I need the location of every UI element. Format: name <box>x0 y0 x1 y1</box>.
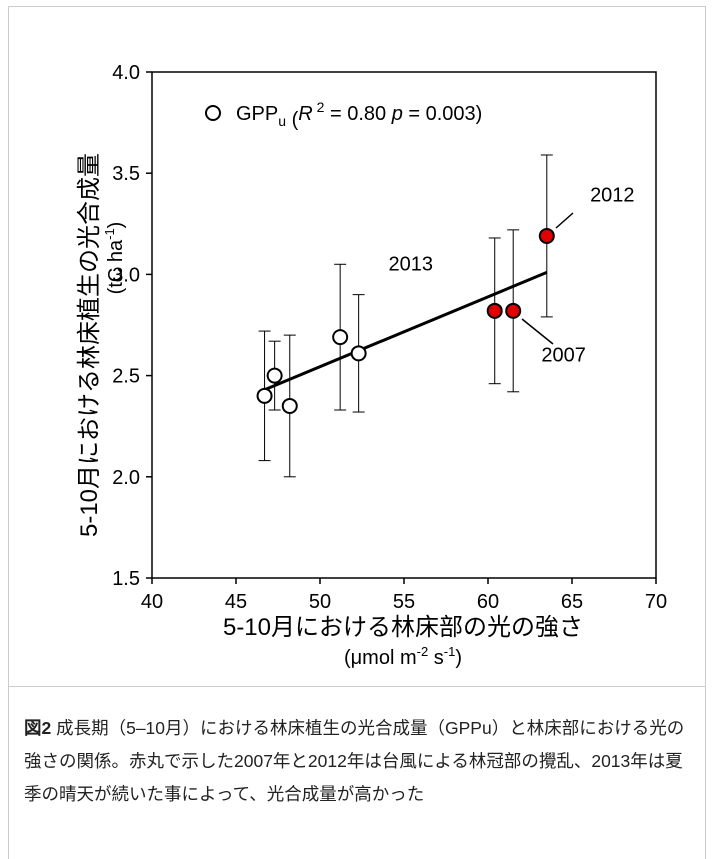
legend-part: R <box>298 103 312 125</box>
x-tick-label: 70 <box>645 591 667 613</box>
annotation: 2013 <box>388 253 433 275</box>
data-point <box>332 329 349 346</box>
data-point <box>505 302 522 319</box>
y-tick-label: 3.0 <box>112 264 140 286</box>
data-point <box>256 387 273 404</box>
fit-line <box>263 270 548 392</box>
figure-frame <box>8 6 706 859</box>
x-tick-label: 65 <box>561 591 583 613</box>
plot-frame <box>151 71 657 579</box>
annotation: 2007 <box>541 344 586 366</box>
y-tick-label: 2.5 <box>112 366 140 388</box>
separator <box>8 686 706 687</box>
x-unit-part: ) <box>455 647 462 669</box>
data-point <box>486 302 503 319</box>
y-tick-label: 4.0 <box>112 62 140 84</box>
annotation: 2012 <box>590 185 635 207</box>
y-axis-unit: (tC ha-1) <box>102 222 127 295</box>
x-unit-part: s <box>428 647 444 669</box>
legend-marker <box>205 105 221 121</box>
leader-line <box>521 318 554 345</box>
x-axis-title: 5-10月における林床部の光の強さ <box>223 614 583 641</box>
legend-part: GPP <box>236 103 278 125</box>
data-point <box>266 367 283 384</box>
y-unit-part: (tC ha <box>105 239 127 294</box>
caption-label: 図2 <box>24 718 52 738</box>
x-axis-unit: (μmol m-2 s-1) <box>344 644 462 669</box>
x-unit-part: -2 <box>417 644 429 659</box>
data-point <box>350 345 367 362</box>
y-tick-label: 1.5 <box>112 568 140 590</box>
y-unit-part: ) <box>105 222 127 229</box>
x-tick-label: 40 <box>141 591 163 613</box>
x-tick-label: 60 <box>477 591 499 613</box>
data-point <box>281 397 298 414</box>
x-tick-label: 50 <box>309 591 331 613</box>
y-axis-title: 5-10月における林床植生の光合成量 <box>76 153 103 537</box>
y-unit-part: -1 <box>102 228 117 240</box>
legend-part: = 0.80 <box>324 103 391 125</box>
legend-part: ( <box>286 109 299 131</box>
caption: 図2 成長期（5–10月）における林床植生の光合成量（GPPu）と林床部における… <box>24 712 696 811</box>
data-point <box>538 227 555 244</box>
legend-text: GPPu (R 2 = 0.80 p = 0.003) <box>236 99 482 131</box>
x-tick-label: 55 <box>393 591 415 613</box>
x-unit-part: (μmol m <box>344 647 417 669</box>
legend-part: p <box>391 103 403 125</box>
y-tick-label: 2.0 <box>112 467 140 489</box>
leader-line <box>555 212 574 229</box>
legend-part: u <box>278 113 286 129</box>
x-unit-part: -1 <box>444 644 456 659</box>
legend-part: 2 <box>313 99 325 115</box>
caption-text: 成長期（5–10月）における林床植生の光合成量（GPPu）と林床部における光の強… <box>24 718 685 804</box>
chart: 40 45 50 55 60 65 70 1.5 2.0 2.5 3.0 3.5 4.0 2013 2012… <box>76 62 667 669</box>
y-tick-label: 3.5 <box>112 163 140 185</box>
legend-part: = 0.003) <box>403 103 483 125</box>
x-tick-label: 45 <box>225 591 247 613</box>
